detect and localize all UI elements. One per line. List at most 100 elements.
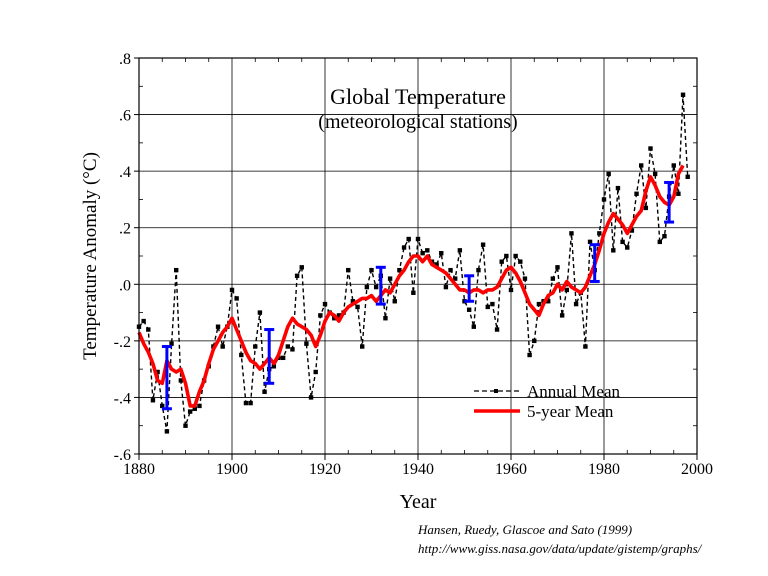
annual-mean-point [271, 364, 277, 369]
annual-mean-point [485, 304, 490, 310]
annual-mean-point [294, 273, 300, 278]
annual-mean-point [564, 287, 569, 293]
annual-mean-point [304, 341, 309, 346]
annual-mean-point [476, 267, 481, 273]
annual-mean-point [234, 296, 239, 301]
annual-mean-point [453, 276, 458, 281]
annual-mean-point [448, 267, 453, 273]
error-bar [464, 274, 475, 303]
annual-mean-line [138, 94, 689, 432]
annual-mean-point [285, 344, 290, 349]
error-bars [161, 180, 675, 411]
annual-mean-point [680, 92, 686, 97]
annual-mean-point [155, 369, 160, 375]
annual-mean-point [657, 239, 662, 245]
annual-mean-point [215, 324, 221, 329]
plot-frame [138, 57, 698, 455]
annual-mean-point [183, 423, 188, 428]
annual-mean-point [336, 313, 342, 318]
error-bar [375, 265, 386, 306]
annual-mean-point [532, 338, 537, 344]
y-tick-label: -.2 [114, 334, 131, 351]
y-axis-label: Temperature Anomaly (°C) [80, 152, 101, 360]
annual-mean-point [220, 344, 225, 349]
annual-mean-point [513, 253, 518, 259]
annual-mean-point [360, 344, 365, 349]
annual-mean-point [313, 369, 318, 375]
annual-mean-point [243, 400, 249, 406]
annual-mean-point [629, 228, 635, 233]
annual-mean-point [248, 400, 253, 406]
annual-mean-point [239, 352, 244, 358]
y-tick-label: .4 [119, 164, 131, 181]
annual-mean-point [373, 284, 379, 290]
annual-mean-point [620, 239, 625, 245]
annual-mean-point [299, 265, 304, 270]
y-tick-label: .0 [119, 277, 131, 294]
five-year-mean-line [137, 164, 685, 408]
annual-mean-point [639, 163, 644, 168]
y-tick-label: .8 [119, 51, 131, 68]
annual-mean-point [146, 327, 151, 332]
annual-mean-point [164, 429, 170, 434]
annual-mean-point [192, 406, 197, 411]
annual-mean-point [425, 248, 430, 253]
annual-mean-point [253, 344, 258, 349]
x-tick-labels: 1880 1900 1920 1940 1960 1980 2000 [123, 461, 713, 478]
annual-mean-point [522, 276, 528, 281]
annual-mean-point [150, 398, 156, 403]
annual-mean-point [411, 290, 416, 295]
annual-mean-point [546, 299, 551, 304]
annual-mean-point [364, 284, 370, 290]
annual-mean-point [383, 316, 388, 321]
annual-mean-point [559, 313, 565, 318]
annual-mean-point [573, 301, 579, 307]
annual-mean-point [178, 378, 184, 383]
error-bar [264, 328, 275, 385]
annual-mean-point [466, 307, 472, 312]
annual-mean-point [174, 267, 179, 273]
annual-mean-point [280, 355, 286, 361]
annual-mean-point [141, 318, 146, 324]
legend: Annual Mean 5-year Mean [474, 382, 621, 421]
annual-mean-point [187, 409, 193, 414]
annual-mean-point [652, 171, 658, 177]
x-tick-label: 1940 [402, 461, 434, 478]
annual-mean-point [308, 395, 314, 400]
annual-mean-point [625, 245, 630, 250]
x-tick-label: 2000 [681, 461, 713, 478]
annual-mean-point [662, 234, 667, 239]
chart-title: Global Temperature [330, 84, 506, 109]
annual-mean-point [685, 174, 690, 179]
error-bar [589, 243, 600, 283]
legend-annual-label: Annual Mean [527, 382, 621, 401]
annual-mean-point [197, 403, 202, 409]
annual-mean-point [401, 245, 407, 250]
annual-mean-point [634, 191, 639, 196]
annual-mean-point [518, 259, 523, 264]
annual-mean-point [643, 205, 649, 211]
annual-mean-point [355, 304, 360, 310]
annual-mean-point [490, 301, 495, 307]
annual-mean-point [471, 324, 476, 329]
x-tick-label: 1900 [216, 461, 248, 478]
annual-mean-point [508, 287, 514, 293]
x-tick-label: 1920 [309, 461, 341, 478]
annual-mean-point [369, 267, 374, 273]
annual-mean-point [527, 352, 532, 358]
annual-mean-point [597, 231, 602, 236]
y-tick-labels: -.6 -.4 -.2 .0 .2 .4 .6 .8 [114, 51, 131, 464]
y-tick-label: -.4 [114, 390, 131, 407]
annual-mean-point [420, 250, 425, 256]
annual-mean-point [318, 313, 323, 318]
annual-mean-point [457, 248, 463, 253]
annual-mean-point [550, 276, 556, 281]
annual-mean-point [606, 171, 611, 177]
chart-subtitle: (meteorological stations) [318, 111, 517, 133]
annual-mean-point [601, 197, 607, 202]
annual-mean-point [160, 403, 165, 409]
annual-mean-point [504, 253, 509, 259]
error-bar [161, 345, 172, 411]
annual-mean-point [439, 250, 444, 256]
